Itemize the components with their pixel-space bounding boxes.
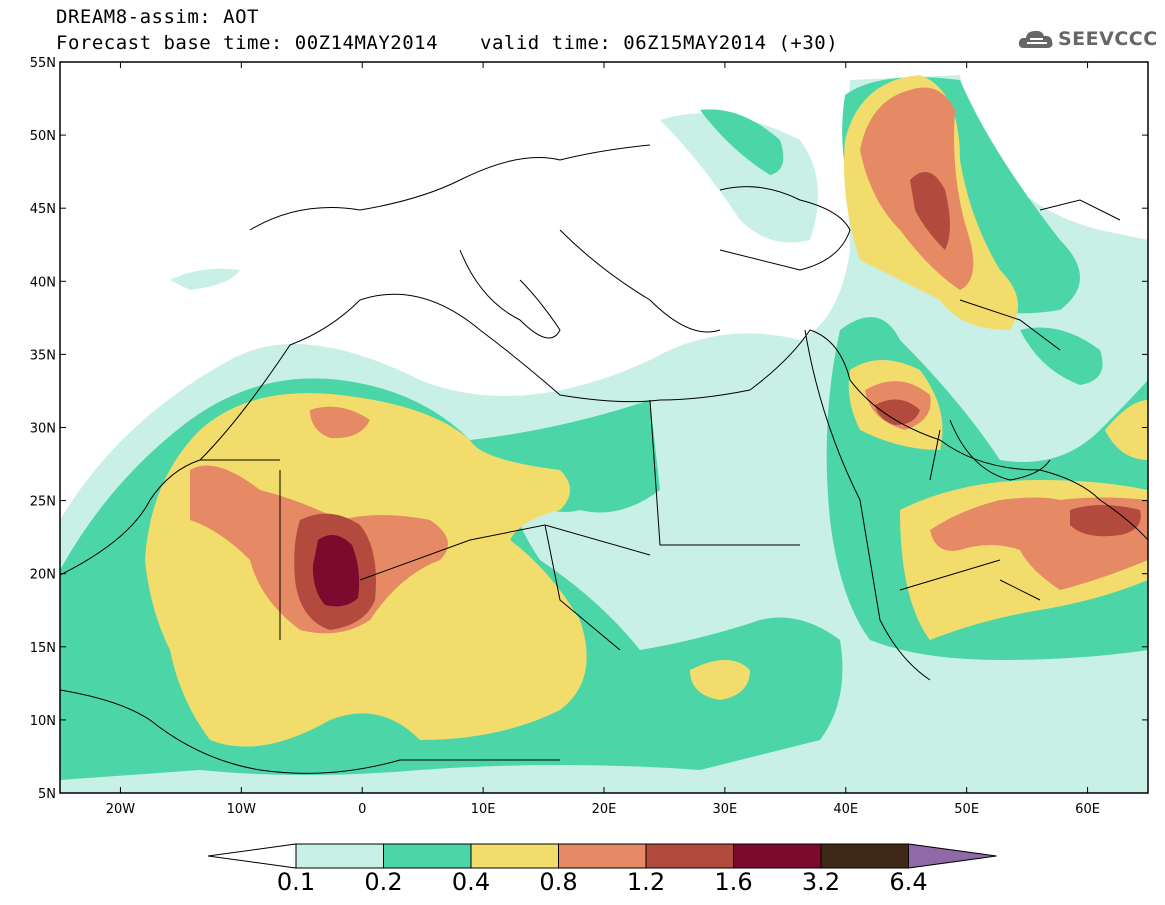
seevccc-logo: SEEVCCC [1018,24,1157,54]
lon-tick-label: 20W [106,802,136,817]
colorbar-label: 0.2 [364,868,403,896]
logo-text: SEEVCCC [1058,28,1158,50]
lat-tick-label: 55N [30,56,56,71]
lat-tick-label: 20N [30,568,56,583]
lon-tick-label: 10E [471,802,496,817]
colorbar-label: 3.2 [801,868,841,896]
lon-tick-label: 10W [227,802,257,817]
lat-tick-label: 50N [30,129,56,144]
lon-tick-label: 60E [1075,802,1100,817]
axis-ticks: 20W 10W 0 10E 20E 30E 40E 50E 60E 55N 50N 45N 40N 35N… [30,56,1148,817]
colorbar-label: 0.4 [451,868,491,896]
lon-tick-label: 20E [592,802,617,817]
forecast-base-time: Forecast base time: 00Z14MAY2014 [56,32,439,54]
lat-tick-label: 40N [30,275,56,290]
colorbar-label: 0.8 [539,868,578,896]
lat-tick-label: 45N [30,202,56,217]
map-title: DREAM8-assim: AOT [56,6,259,28]
lon-tick-label: 40E [833,802,858,817]
colorbar-label: 0.1 [276,868,316,896]
valid-time: valid time: 06Z15MAY2014 (+30) [480,32,839,54]
aot-contour-1.6 [312,535,360,607]
lat-tick-label: 35N [30,348,56,363]
lat-tick-label: 25N [30,495,56,510]
lat-tick-label: 15N [30,641,56,656]
colorbar-label: 1.2 [626,868,666,896]
coastlines [60,144,1148,774]
colorbar-label: 6.4 [889,868,928,896]
aot-field [60,62,1148,793]
lon-tick-label: 50E [954,802,979,817]
lat-tick-label: 30N [30,422,56,437]
cloud-icon [1018,30,1053,48]
colorbar-label: 1.6 [714,868,753,896]
lat-tick-label: 5N [38,787,56,802]
lat-tick-label: 10N [30,714,56,729]
lon-tick-label: 30E [713,802,738,817]
lon-tick-label: 0 [358,802,366,817]
